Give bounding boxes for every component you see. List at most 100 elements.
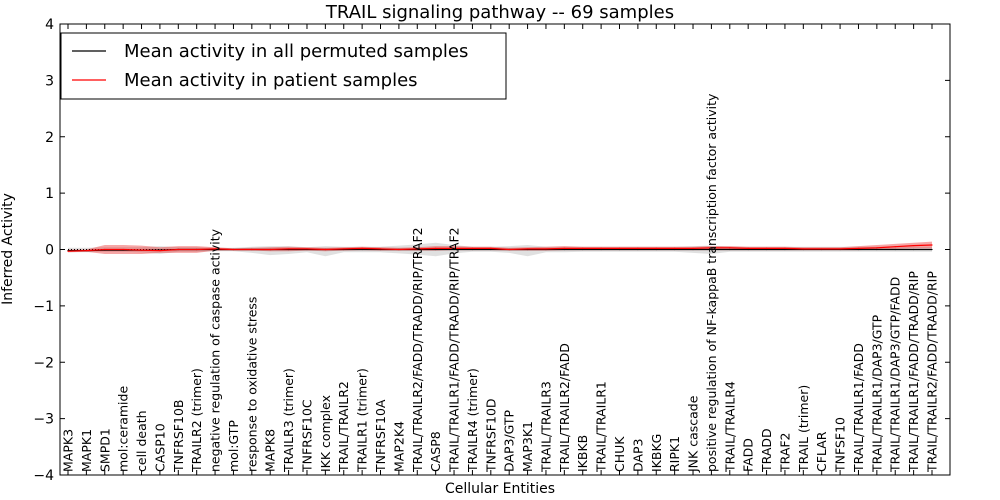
x-tick-label-casp8: CASP8: [428, 431, 443, 472]
series-1-point-jnk-cascade: [692, 247, 694, 249]
series-1-point-map2k4: [398, 248, 400, 251]
x-tick-label-trailr2-trimer: TRAILR2 (trimer): [189, 368, 204, 473]
series-1-point-smpd1: [104, 248, 106, 251]
x-tick-label-trail-trailr1-dap3-gtp-fadd: TRAIL/TRAILR1/DAP3/GTP/FADD: [888, 277, 903, 473]
series-1-point-tnfsf10: [839, 248, 841, 250]
series-1-point-cflar: [821, 248, 823, 250]
y-tick-label: −4: [33, 468, 54, 484]
x-tick-label-ikbkg: IKBKG: [649, 434, 664, 472]
x-tick-label-trail-trailr3: TRAIL/TRAILR3: [539, 381, 554, 473]
series-0-point-tradd: [765, 248, 768, 251]
x-tick-label-ikbkb: IKBKB: [575, 435, 590, 472]
series-0-point-traf2: [784, 248, 786, 251]
series-0-point-trail-trailr1-dap3-gtp-fadd: [894, 248, 896, 251]
x-tick-label-response-to-oxidative-stress: response to oxidative stress: [244, 297, 259, 472]
series-1-point-trail-trailr3: [545, 248, 547, 250]
series-1-point-ikbkg: [655, 247, 657, 249]
series-1-line: [67, 244, 933, 252]
series-1-point-mapk8: [269, 248, 271, 251]
x-tick-label-map3k1: MAP3K1: [520, 421, 535, 472]
series-0-point-trail-trailr1-fadd: [857, 248, 860, 251]
series-1-point-trail-trailr1-dap3-gtp: [876, 247, 878, 249]
x-tick-label-tnfrsf10a: TNFRSF10A: [373, 399, 388, 473]
legend: Mean activity in all permuted samples Me…: [60, 32, 507, 100]
x-tick-label-trail-trailr1-fadd-tradd-rip-traf2: TRAIL/TRAILR1/FADD/TRADD/RIP/TRAF2: [447, 227, 462, 473]
series-1-point-ripk1: [674, 247, 676, 249]
x-tick-label-map2k4: MAP2K4: [391, 421, 406, 472]
legend-label-patient: Mean activity in patient samples: [124, 70, 418, 91]
y-tick-label: −1: [33, 299, 54, 315]
series-0-point-ikbkg: [655, 248, 657, 251]
series-1-point-negative-regulation-of-caspase-activity: [214, 248, 216, 250]
series-0-point-trail-trailr2-fadd: [563, 248, 565, 251]
series-1-point-mol-ceramide: [122, 248, 124, 251]
series-1-point-trail-trailr2-fadd-tradd-rip: [931, 244, 933, 246]
series-0-point-trail-trailr1: [600, 248, 602, 251]
x-tick-label-mol-ceramide: mol:ceramide: [116, 386, 131, 472]
x-axis: MAPK3 MAPK1 SMPD1 mol:ceramide cell death CAS…: [61, 24, 940, 475]
x-tick-label-smpd1: SMPD1: [97, 428, 112, 472]
y-axis: −4 −3 −2 −1 0 1 2 3 4: [33, 17, 950, 484]
x-tick-label-trail-trailr2-fadd: TRAIL/TRAILR2/FADD: [557, 343, 572, 473]
series-1-point-trail-trailr1-fadd-tradd-rip-traf2: [453, 247, 455, 249]
x-tick-label-trailr1-trimer: TRAILR1 (trimer): [355, 368, 370, 473]
y-tick-label: 1: [45, 186, 54, 202]
series-1-point-tnfrsf10b: [177, 248, 179, 251]
series-1-point-dap3: [637, 247, 639, 249]
series-1-point-response-to-oxidative-stress: [251, 248, 253, 251]
series-1-point-tradd: [765, 247, 768, 249]
x-tick-label-trail-trailr4: TRAIL/TRAILR4: [722, 381, 737, 473]
plot-area: [67, 241, 933, 257]
series-1-point-trail-trailr1-fadd: [857, 247, 860, 249]
x-tick-label-trail-trailr1-dap3-gtp: TRAIL/TRAILR1/DAP3/GTP: [869, 314, 884, 473]
series-0-point-fadd: [747, 248, 749, 251]
x-tick-label-negative-regulation-of-caspase-activity: negative regulation of caspase activity: [208, 228, 223, 472]
series-1-point-tnfrsf10c: [306, 248, 308, 250]
series-1-point-fadd: [747, 247, 749, 249]
series-1-point-casp10: [159, 250, 161, 252]
series-1-point-dap3-gtp: [508, 248, 510, 251]
series-0-point-tnfrsf10d: [490, 248, 492, 251]
x-tick-label-ikk-complex: IKK complex: [318, 395, 333, 472]
y-tick-label: 0: [45, 243, 54, 259]
series-1-point-trail-trailr2-fadd: [563, 247, 565, 249]
series-0-point-trail-trailr4: [729, 248, 731, 251]
chart-title: TRAIL signaling pathway -- 69 samples: [325, 2, 674, 23]
series-1-point-trailr2-trimer: [196, 248, 198, 251]
x-tick-label-cell-death: cell death: [134, 410, 149, 472]
y-axis-label: Inferred Activity: [0, 193, 16, 305]
series-1-point-trail-trailr2: [343, 248, 345, 250]
series-0-point-positive-regulation-of-nf-kappab-transcription-factor-activity: [710, 248, 713, 251]
x-tick-label-trail-trailr2: TRAIL/TRAILR2: [336, 381, 351, 473]
x-tick-label-tnfrsf10b: TNFRSF10B: [171, 400, 186, 473]
series-1-point-mol-gtp: [232, 248, 235, 251]
series-0-point-trailr1-trimer: [361, 248, 363, 251]
series-1-point-trail-trailr2-fadd-tradd-rip-traf2: [416, 248, 418, 250]
x-tick-label-trailr3-trimer: TRAILR3 (trimer): [281, 368, 296, 473]
series-0-point-jnk-cascade: [692, 248, 694, 251]
x-tick-label-dap3: DAP3: [630, 439, 645, 472]
series-1-point-mapk3: [67, 250, 69, 252]
series-1-point-map3k1: [526, 248, 529, 250]
series-1-point-tnfrsf10d: [490, 247, 492, 249]
x-tick-label-trail-trailr2-fadd-tradd-rip: TRAIL/TRAILR2/FADD/TRADD/RIP: [925, 271, 940, 473]
series-0-point-trail-trailr1-dap3-gtp: [876, 248, 878, 251]
x-tick-label-positive-regulation-of-nf-kappab-transcription-factor-activity: positive regulation of NF-kappaB transcr…: [704, 93, 719, 472]
series-1-point-trail-trailr1: [600, 247, 602, 249]
x-tick-label-mol-gtp: mol:GTP: [226, 420, 241, 472]
series-1-point-trailr4-trimer: [471, 247, 474, 249]
series-1-point-positive-regulation-of-nf-kappab-transcription-factor-activity: [710, 247, 713, 249]
y-tick-label: 3: [45, 73, 54, 89]
series-0-point-dap3: [637, 248, 639, 251]
x-tick-label-mapk8: MAPK8: [263, 429, 278, 472]
x-tick-label-traf2: TRAF2: [777, 432, 792, 473]
x-tick-label-fadd: FADD: [741, 438, 756, 472]
x-axis-label: Cellular Entities: [445, 481, 555, 497]
series-1-point-trail-trailr1-dap3-gtp-fadd: [894, 246, 896, 248]
x-tick-label-ripk1: RIPK1: [667, 436, 682, 472]
series-1-point-ikk-complex: [324, 248, 326, 251]
legend-label-permuted: Mean activity in all permuted samples: [124, 41, 468, 62]
x-tick-label-mapk1: MAPK1: [79, 429, 94, 472]
x-tick-label-tnfsf10: TNFSF10: [833, 417, 848, 473]
